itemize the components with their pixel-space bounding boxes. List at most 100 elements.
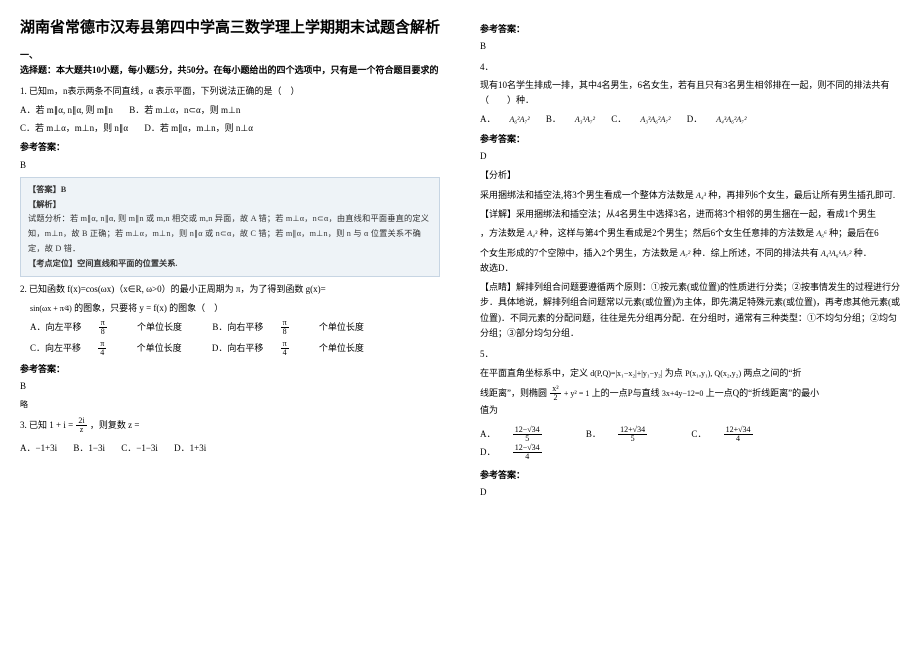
- q2-optA: A．向左平移 π8 个单位长度: [30, 319, 196, 337]
- q4-p2c: 种；最后在6: [829, 228, 879, 238]
- q2-stem-line2: sin(ωx + π⁄4) 的图象，只要将 y = f(x) 的图象（ ）: [30, 301, 440, 316]
- q1-box-jx: 【解析】: [28, 198, 432, 213]
- q4-optD: D．A₄³A₆²A₇²: [687, 112, 747, 127]
- q2-note: 略: [20, 398, 440, 412]
- q5-optA: A． 12−√345: [480, 426, 570, 444]
- q4-xq: 【详解】采用捆绑法和插空法；从4名男生中选择3名，进而将3个相邻的男生捆在一起，…: [480, 207, 900, 222]
- left-column: 湖南省常德市汉寿县第四中学高三数学理上学期期末试题含解析 一、 选择题：本大题共…: [0, 0, 460, 651]
- q2-optC-u: 个单位长度: [137, 341, 182, 356]
- q4-optC: C．A₃³A₆²A₇²: [611, 112, 670, 127]
- q2-optA-frac: π8: [99, 319, 121, 337]
- q4-p3b: 种．综上所述，不同的排法共有: [693, 248, 819, 258]
- q4-A66: A₆⁶: [816, 229, 826, 238]
- q4-optB-l: B．: [546, 112, 561, 127]
- q4-optB-e: A₃³A₇²: [575, 115, 595, 124]
- q2-optD: D．向右平移 π4 个单位长度: [212, 340, 378, 358]
- q5-optD: D． 12−√344: [480, 444, 570, 462]
- q2-stem-b: 的图象，只要将 y = f(x) 的图象（ ）: [74, 303, 223, 313]
- q5-p1-pts: P(x₁,y₁), Q(x₂,y₂): [685, 369, 741, 378]
- q1-box-ans: 【答案】B: [28, 183, 432, 198]
- q5-optC-frac: 12+√344: [724, 426, 767, 444]
- q5-p2b: 上的一点P与直线: [592, 388, 660, 398]
- q4-p2a: ，方法数是: [480, 228, 525, 238]
- q1-stem: 1. 已知m，n表示两条不同直线，α 表示平面，下列说法正确的是（ ）: [20, 84, 440, 99]
- q1-optD: D．若 m∥α，m⊥n，则 n⊥α: [144, 121, 253, 136]
- q4-p2: ，方法数是 A₄³ 种，这样与第4个男生看成是2个男生；然后6个女生任意排的方法…: [480, 226, 900, 241]
- q5-optC: C． 12+√344: [691, 426, 780, 444]
- q3-optD: D．1+3i: [174, 441, 206, 456]
- q5-labC: C．: [691, 427, 706, 442]
- section-heading: 一、 选择题：本大题共10小题，每小题5分，共50分。在每小题给出的四个选项中，…: [20, 48, 440, 79]
- q4-p3a: 个女生形成的7个空隙中，插入2个男生，方法数是: [480, 248, 678, 258]
- q5-p1c: 两点之间的“折: [743, 368, 801, 378]
- q4-A43-1: A₄³: [696, 191, 706, 200]
- q4-optC-l: C．: [611, 112, 626, 127]
- q4-num: 4．: [480, 60, 900, 75]
- q2-optB-frac: π8: [281, 319, 303, 337]
- q3-optA: A．−1+3i: [20, 441, 57, 456]
- q2-ans-label: 参考答案：: [20, 362, 440, 377]
- q4-optA-l: A．: [480, 112, 496, 127]
- q1-opts-row1: A．若 m∥α, n∥α, 则 m∥n B．若 m⊥α，n⊂α，则 m⊥n: [20, 103, 440, 118]
- q2-optA-u: 个单位长度: [137, 320, 182, 335]
- q4-ans: D: [480, 149, 900, 164]
- q5-optA-frac: 12−√345: [513, 426, 556, 444]
- q5-p3: 值为: [480, 403, 900, 418]
- q3-optC: C．−1−3i: [121, 441, 158, 456]
- q2-optB-t: B．向右平移: [212, 320, 263, 335]
- q1-ans: B: [20, 158, 440, 173]
- q4-p1b: 种，再排列6个女生，最后让所有男生插孔即可.: [708, 190, 895, 200]
- q5-p1-expr: d(P,Q)=|x₁−x₂|+|y₁−y₂|: [590, 369, 662, 378]
- q4-p3: 个女生形成的7个空隙中，插入2个男生，方法数是 A₇² 种．综上所述，不同的排法…: [480, 246, 900, 261]
- q5-labD: D．: [480, 445, 496, 460]
- q4-A72: A₇²: [680, 249, 690, 258]
- doc-title: 湖南省常德市汉寿县第四中学高三数学理上学期期末试题含解析: [20, 18, 440, 40]
- q5-p2c: 上一点Q的“折线距离”的最小: [706, 388, 820, 398]
- q4-opts: A．A₆²A₇² B． A₃³A₇² C．A₃³A₆²A₇² D．A₄³A₆²A₇…: [480, 112, 900, 127]
- q5-p1: 在平面直角坐标系中，定义 d(P,Q)=|x₁−x₂|+|y₁−y₂| 为点 P…: [480, 366, 900, 381]
- q4-fx: 【分析】: [480, 168, 900, 183]
- q2-optC-t: C．向左平移: [30, 341, 81, 356]
- q3-frac: 2iz: [76, 417, 86, 435]
- q1-box-p1: 试题分析：若 m∥α, n∥α, 则 m∥n 或 m,n 相交或 m,n 异面，…: [28, 212, 432, 256]
- q2-optB: B．向右平移 π8 个单位长度: [212, 319, 378, 337]
- q5-p2: 线距离”，则椭圆 x²2 + y² = 1 上的一点P与直线 3x+4y−12=…: [480, 385, 900, 403]
- q4-ans-label: 参考答案：: [480, 132, 900, 147]
- q4-body: 现有10名学生排成一排，其中4名男生，6名女生，若有且只有3名男生相邻排在一起，…: [480, 78, 900, 109]
- q4-ds: 【点睛】解排列组合问题要遵循两个原则：①按元素(或位置)的性质进行分类；②按事情…: [480, 280, 900, 341]
- q5-ans-label: 参考答案：: [480, 468, 900, 483]
- q2-optD-t: D．向右平移: [212, 341, 264, 356]
- q1-ans-label: 参考答案：: [20, 140, 440, 155]
- q2-stem: 2. 已知函数 f(x)=cos(ωx)（x∈R, ω>0）的最小正周期为 π，…: [20, 282, 440, 297]
- q2-opts-row2: C．向左平移 π4 个单位长度 D．向右平移 π4 个单位长度: [30, 340, 440, 358]
- q5-ans: D: [480, 485, 900, 500]
- q5-p1a: 在平面直角坐标系中，定义: [480, 368, 588, 378]
- q3-stem-a: 3. 已知 1 + i =: [20, 420, 73, 430]
- q4-optD-e: A₄³A₆²A₇²: [716, 115, 746, 124]
- right-column: 参考答案： B 4． 现有10名学生排成一排，其中4名男生，6名女生，若有且只有…: [460, 0, 920, 651]
- q3-optB: B．1−3i: [73, 441, 105, 456]
- q5-p1b: 为点: [665, 368, 683, 378]
- q2-ans: B: [20, 379, 440, 394]
- q5-optD-frac: 12−√344: [513, 444, 556, 462]
- q1-opts-row2: C．若 m⊥α，m⊥n，则 n∥α D．若 m∥α，m⊥n，则 n⊥α: [20, 121, 440, 136]
- q3-opts: A．−1+3i B．1−3i C．−1−3i D．1+3i: [20, 441, 440, 456]
- q2-optD-u: 个单位长度: [319, 341, 364, 356]
- q2-sin: sin(ωx + π⁄4): [30, 304, 72, 313]
- q5-labA: A．: [480, 427, 496, 442]
- q3-ans-label: 参考答案：: [480, 22, 900, 37]
- q2-optD-frac: π4: [281, 340, 303, 358]
- q4-p2b: 种，这样与第4个男生看成是2个男生；然后6个女生任意排的方法数是: [540, 228, 815, 238]
- q4-optA: A．A₆²A₇²: [480, 112, 530, 127]
- q5-num: 5．: [480, 347, 900, 362]
- q4-p4: 故选D．: [480, 261, 900, 276]
- q4-Aall: A₄³A₆⁶A₇²: [821, 249, 852, 258]
- q1-optB: B．若 m⊥α，n⊂α，则 m⊥n: [129, 103, 240, 118]
- q5-labB: B．: [586, 427, 601, 442]
- q4-p1a: 采用捆绑法和插空法,将3个男生看成一个整体方法数是: [480, 190, 694, 200]
- q2-optB-u: 个单位长度: [319, 320, 364, 335]
- q1-solution-box: 【答案】B 【解析】 试题分析：若 m∥α, n∥α, 则 m∥n 或 m,n …: [20, 177, 440, 278]
- q1-optC: C．若 m⊥α，m⊥n，则 n∥α: [20, 121, 128, 136]
- q4-p1: 采用捆绑法和插空法,将3个男生看成一个整体方法数是 A₄³ 种，再排列6个女生，…: [480, 188, 900, 203]
- q3-ans: B: [480, 39, 900, 54]
